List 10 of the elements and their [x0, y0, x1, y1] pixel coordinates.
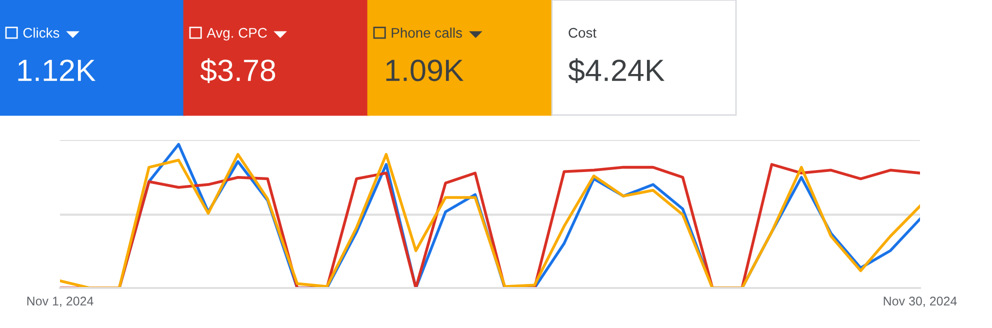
x-tick-label: Nov 30, 2024: [884, 296, 957, 307]
text: 1.09K: [386, 60, 464, 82]
text: $4.24K: [568, 58, 664, 84]
text: Cost: [568, 28, 596, 38]
text: $3.78: [200, 58, 276, 84]
x-tick-label: Nov 1, 2024: [27, 296, 94, 307]
text: 1.12K: [18, 60, 96, 81]
legend-label: Clicks: [23, 28, 60, 38]
legend-label: Avg. CPC: [206, 28, 267, 41]
legend-label: Phone calls: [392, 28, 462, 38]
